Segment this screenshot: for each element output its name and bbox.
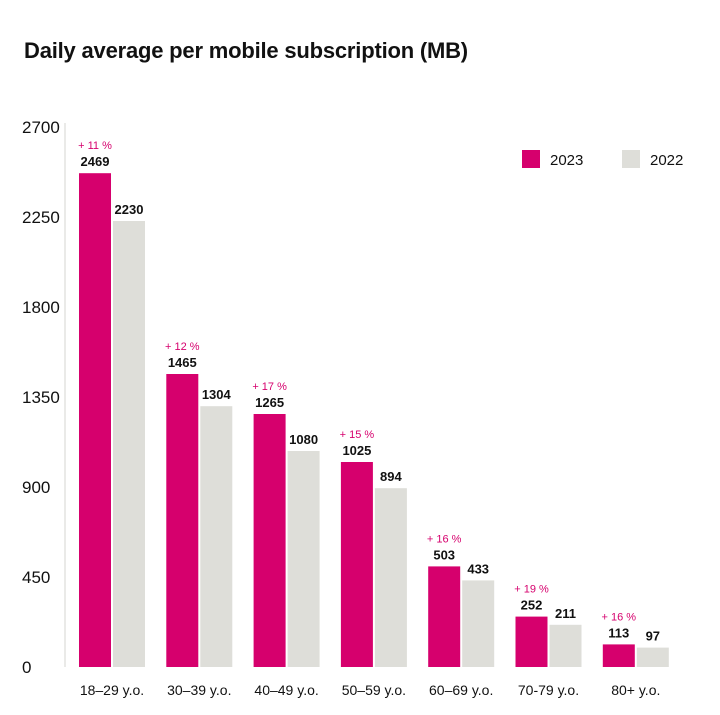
- bar-2023-6: [602, 644, 635, 667]
- bar-2023-1: [166, 374, 199, 667]
- bar-2023-3: [340, 462, 373, 667]
- value-label: 2230: [115, 202, 144, 217]
- x-tick-label: 30–39 y.o.: [167, 682, 231, 698]
- change-label: + 16 %: [427, 533, 462, 545]
- change-label: + 12 %: [165, 341, 200, 353]
- y-tick-label: 1350: [22, 388, 60, 407]
- value-label: 113: [608, 625, 629, 640]
- bar-2022-1: [200, 406, 233, 667]
- legend-label-2023: 2023: [550, 152, 583, 169]
- bar-2023-5: [515, 616, 548, 667]
- bar-2023-2: [253, 414, 286, 667]
- y-tick-label: 0: [22, 658, 31, 677]
- value-label: 2469: [81, 154, 110, 169]
- change-label: + 11 %: [78, 140, 112, 152]
- change-label: + 15 %: [340, 429, 375, 441]
- x-tick-label: 70-79 y.o.: [518, 682, 579, 698]
- x-tick-label: 60–69 y.o.: [429, 682, 493, 698]
- change-label: + 19 %: [514, 584, 549, 596]
- y-tick-label: 1800: [22, 298, 60, 317]
- value-label: 1025: [342, 443, 371, 458]
- x-tick-label: 18–29 y.o.: [80, 682, 144, 698]
- bar-2022-2: [287, 451, 320, 667]
- change-label: + 16 %: [602, 611, 637, 623]
- value-label: 1304: [202, 387, 232, 402]
- value-label: 1080: [289, 432, 318, 447]
- bar-2022-5: [549, 624, 582, 667]
- value-label: 894: [380, 469, 402, 484]
- bar-2022-3: [374, 488, 407, 667]
- value-label: 1465: [168, 355, 197, 370]
- value-label: 1265: [255, 395, 284, 410]
- x-tick-label: 40–49 y.o.: [254, 682, 318, 698]
- bar-2022-6: [636, 647, 669, 667]
- y-tick-label: 450: [22, 568, 50, 587]
- value-label: 252: [521, 598, 543, 613]
- legend-swatch-2023: [522, 150, 540, 168]
- bar-2023-0: [79, 173, 111, 667]
- chart-title: Daily average per mobile subscription (M…: [24, 38, 468, 63]
- bar-2022-0: [113, 221, 145, 667]
- legend-label-2022: 2022: [650, 152, 683, 169]
- legend-swatch-2022: [622, 150, 640, 168]
- value-label: 503: [433, 547, 455, 562]
- value-label: 97: [646, 629, 660, 644]
- x-tick-label: 80+ y.o.: [611, 682, 660, 698]
- bar-2022-4: [462, 580, 495, 667]
- change-label: + 17 %: [252, 381, 287, 393]
- y-tick-label: 2250: [22, 208, 60, 227]
- y-tick-label: 900: [22, 478, 50, 497]
- y-tick-label: 2700: [22, 118, 60, 137]
- value-label: 433: [467, 561, 489, 576]
- bar-2023-4: [428, 566, 461, 667]
- x-tick-label: 50–59 y.o.: [342, 682, 406, 698]
- value-label: 211: [555, 606, 576, 621]
